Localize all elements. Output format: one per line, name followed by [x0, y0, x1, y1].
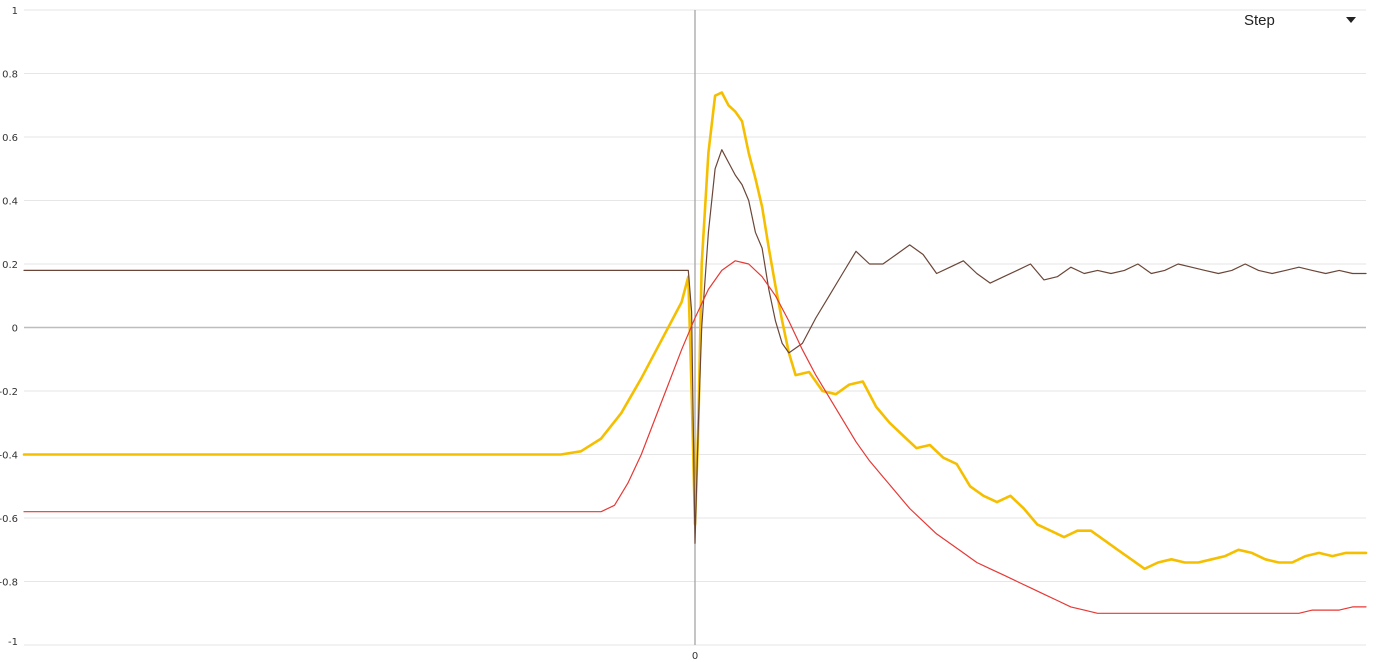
y-tick-label: 0.2	[2, 260, 18, 271]
y-tick-label: 0	[12, 324, 18, 335]
x-tick-label: 0	[692, 651, 698, 662]
series-line-red	[23, 260, 1367, 614]
chevron-down-icon	[1346, 17, 1356, 23]
y-tick-label: -0.6	[0, 514, 18, 525]
y-tick-label: 0.4	[2, 197, 18, 208]
mode-dropdown[interactable]: Step	[1236, 8, 1366, 32]
y-tick-label: 1	[12, 6, 18, 17]
mode-label: Step	[1244, 11, 1275, 29]
y-tick-label: 0.6	[2, 133, 18, 144]
y-tick-label: 0.8	[2, 70, 18, 81]
series-line-brown	[23, 149, 1367, 545]
y-tick-label: -0.2	[0, 387, 18, 398]
series-line-yellow	[22, 91, 1368, 571]
y-tick-label: -1	[8, 637, 18, 648]
y-tick-label: -0.8	[0, 578, 18, 589]
y-tick-label: -0.4	[0, 451, 18, 462]
